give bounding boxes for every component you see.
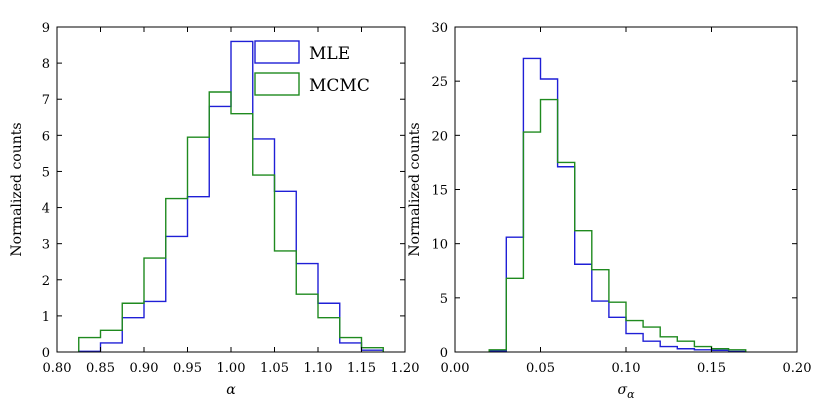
y-tick-label: 20 — [431, 129, 448, 144]
panel-2: 0.00 0.05 0.10 0.15 0.20 0 5 10 15 20 25 30 σα Normal… — [407, 21, 811, 401]
y-tick-label: 3 — [42, 238, 50, 253]
y-tick-label: 7 — [42, 93, 50, 108]
x-tick-label: 0.15 — [697, 361, 726, 376]
x-tick-label: 0.85 — [86, 361, 115, 376]
x-tick-label: 1.10 — [304, 361, 333, 376]
x-tick-label: 1.15 — [347, 361, 376, 376]
legend-label-mcmc: MCMC — [309, 76, 370, 96]
x-tick-label: 0.90 — [130, 361, 159, 376]
x-tick-label: 0.95 — [173, 361, 202, 376]
y-tick-label: 5 — [440, 292, 448, 307]
y-axis-label: Normalized counts — [9, 122, 25, 256]
y-tick-label: 1 — [42, 310, 50, 325]
y-tick-label: 25 — [431, 75, 448, 90]
y-tick-label: 6 — [42, 129, 50, 144]
x-tick-label: 0.80 — [43, 361, 72, 376]
y-tick-label: 9 — [42, 21, 50, 36]
x-tick-label: 1.00 — [217, 361, 246, 376]
y-tick-label: 4 — [42, 202, 50, 217]
y-tick-label: 5 — [42, 165, 50, 180]
legend-swatch-mcmc — [254, 72, 300, 96]
x-axis-label: α — [226, 382, 236, 398]
legend-swatch-mle — [254, 40, 300, 64]
legend-label-mle: MLE — [309, 44, 350, 64]
y-tick-label: 2 — [42, 274, 50, 289]
histogram-mcmc — [488, 98, 747, 352]
x-tick-label: 1.05 — [260, 361, 289, 376]
y-tick-label: 15 — [431, 184, 448, 199]
y-tick-label: 10 — [431, 238, 448, 253]
x-tick-label: 0.05 — [526, 361, 555, 376]
histogram-mle — [488, 57, 747, 353]
y-tick-label: 30 — [431, 21, 448, 36]
x-tick-label: 0.00 — [441, 361, 470, 376]
y-axis-label: Normalized counts — [407, 122, 423, 256]
panel-1: 0.80 0.85 0.90 0.95 1.00 1.05 1.10 1.15 1.20 0 1 2 3… — [9, 21, 419, 398]
y-tick-label: 0 — [42, 346, 50, 361]
x-tick-label: 0.10 — [612, 361, 641, 376]
histogram-mcmc — [78, 91, 384, 352]
x-axis-label: σα — [618, 382, 636, 401]
legend: MLE MCMC — [254, 40, 370, 96]
x-tick-label: 0.20 — [783, 361, 812, 376]
y-tick-label: 8 — [42, 57, 50, 72]
y-tick-label: 0 — [440, 346, 448, 361]
x-tick-label: 1.20 — [391, 361, 420, 376]
